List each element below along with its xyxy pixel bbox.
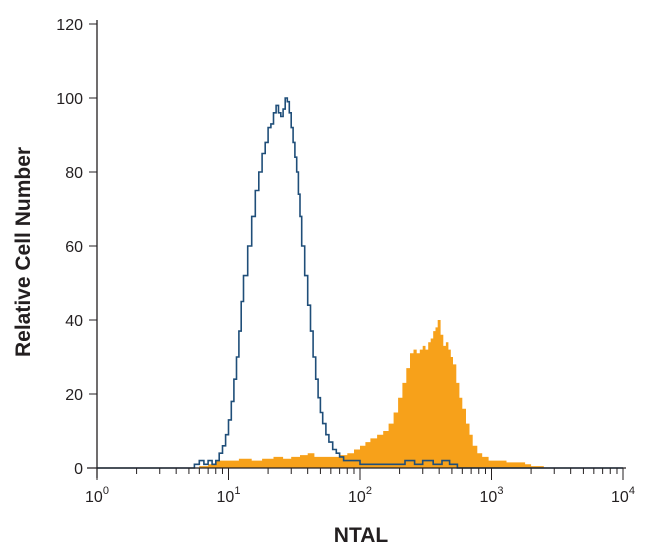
y-tick-label: 40 [65,313,83,330]
series-outline-histogram [97,97,623,469]
y-tick-label: 80 [65,165,83,182]
x-axis-title: NTAL [334,524,389,547]
y-tick-label: 100 [56,91,83,108]
x-tick-label: 102 [348,485,372,506]
y-tick-label: 20 [65,387,83,404]
axes-layer: 0 20 40 60 80 100 120 100 101 102 103 104 [56,17,635,506]
series-layer [97,97,623,469]
x-tick-label: 103 [480,485,504,506]
series-filled-histogram [97,320,623,468]
x-tick-label: 101 [217,485,241,506]
x-tick-label: 104 [611,485,635,506]
y-tick-label: 120 [56,17,83,34]
x-tick-label: 100 [85,485,109,506]
y-tick-label: 60 [65,239,83,256]
y-tick-label: 0 [74,461,83,478]
y-axis-title: Relative Cell Number [12,147,35,357]
